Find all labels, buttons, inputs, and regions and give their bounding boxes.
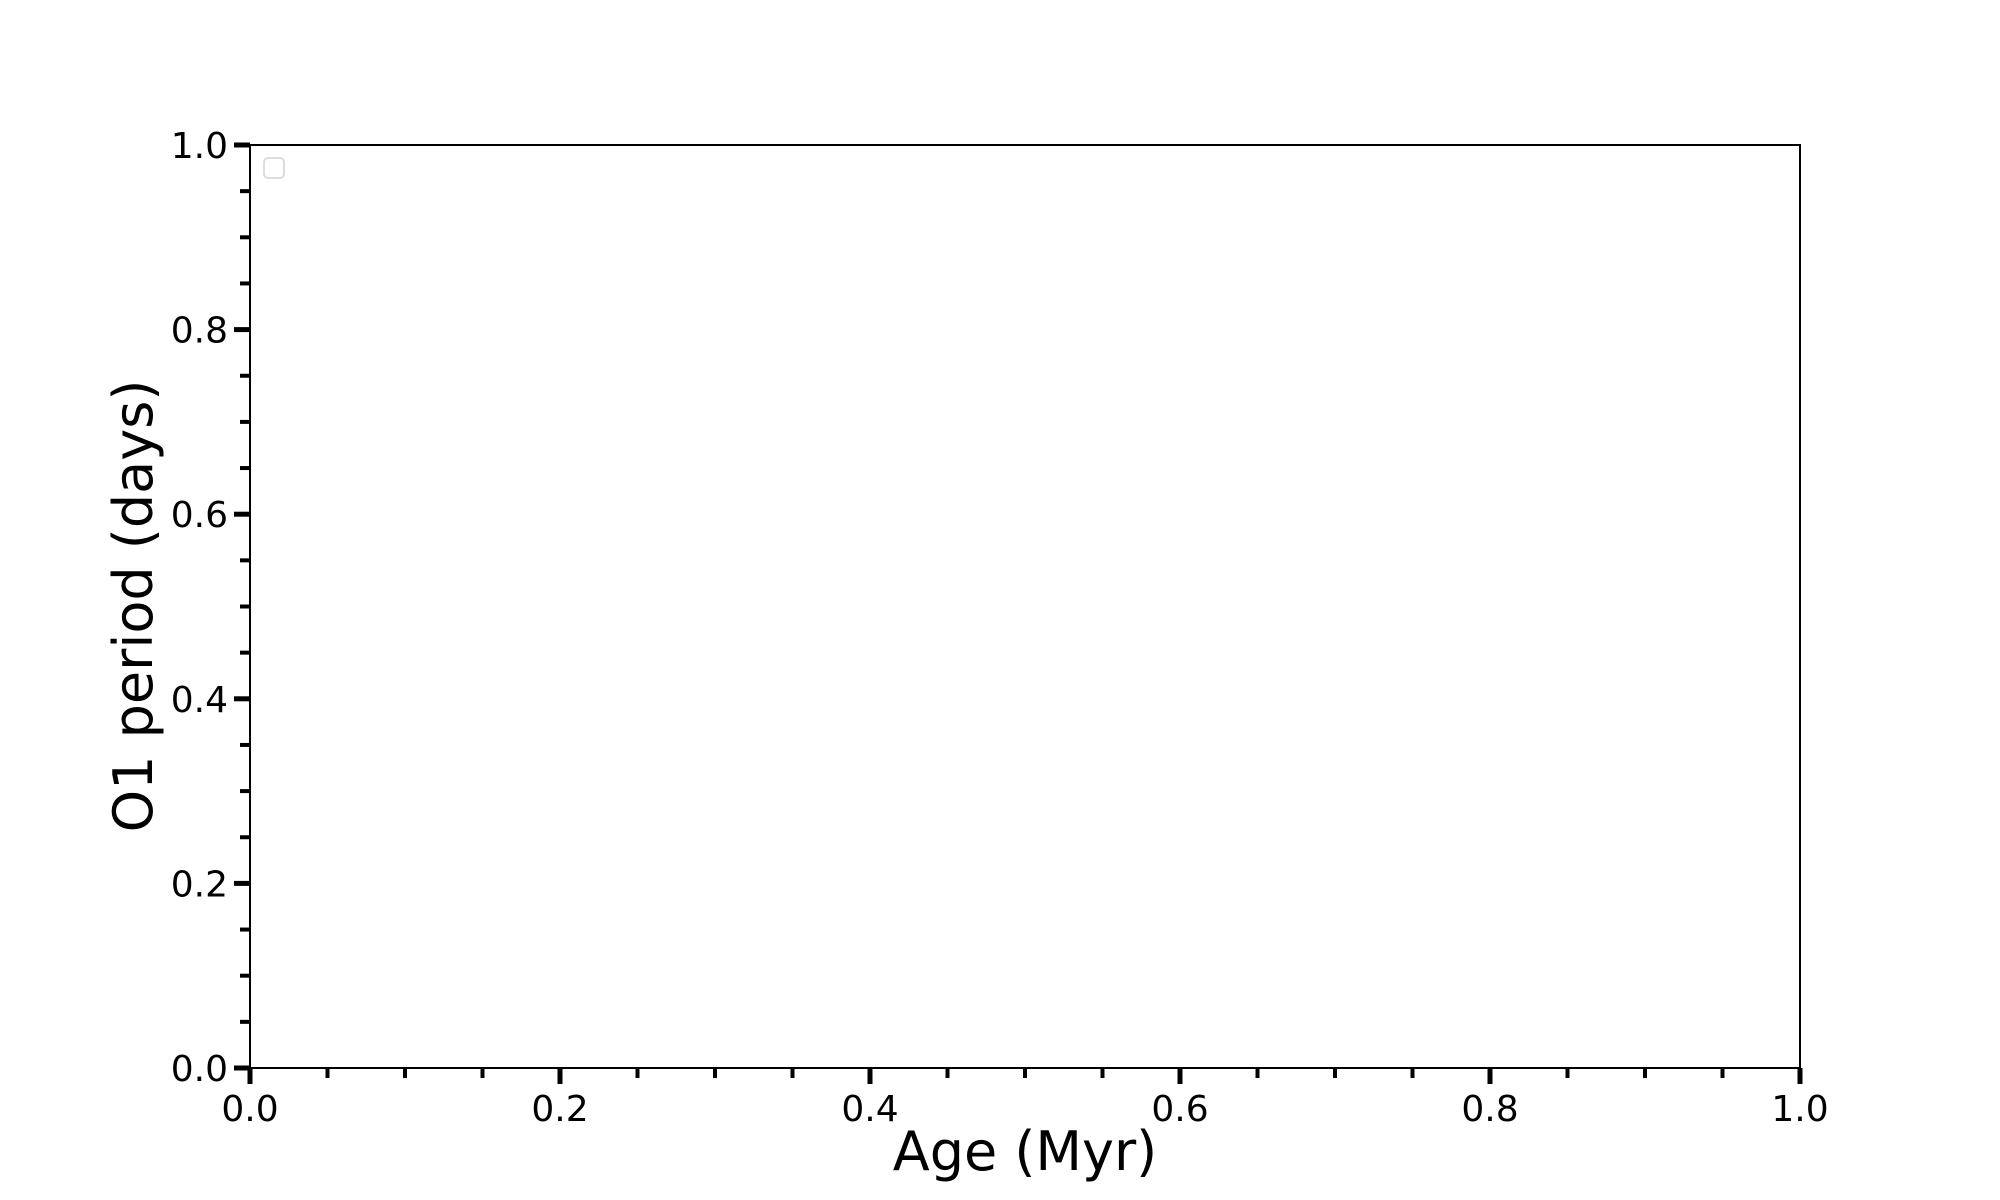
y-tick-label: 0.6: [171, 495, 228, 536]
y-axis-label: O1 period (days): [102, 380, 165, 833]
x-tick-label: 0.8: [1461, 1089, 1518, 1130]
y-tick-label: 0.8: [171, 311, 228, 352]
x-tick-label: 1.0: [1771, 1089, 1828, 1130]
x-axis-label: Age (Myr): [893, 1120, 1158, 1183]
ticks: 0.0 0.2 0.4 0.6 0.8 1.0 0.0 0.2 0.4 0.6 0.8 1.0: [171, 126, 1829, 1130]
x-tick-label: 0.4: [841, 1089, 898, 1130]
y-tick-label: 1.0: [171, 126, 228, 167]
y-tick-label: 0.0: [171, 1049, 228, 1090]
x-tick-label: 0.2: [531, 1089, 588, 1130]
plot-area-frame: [249, 144, 1801, 1069]
x-tick-label: 0.6: [1151, 1089, 1208, 1130]
x-tick-label: 0.0: [221, 1089, 278, 1130]
y-tick-label: 0.4: [171, 680, 228, 721]
legend-box: [263, 157, 285, 179]
y-tick-label: 0.2: [171, 864, 228, 905]
